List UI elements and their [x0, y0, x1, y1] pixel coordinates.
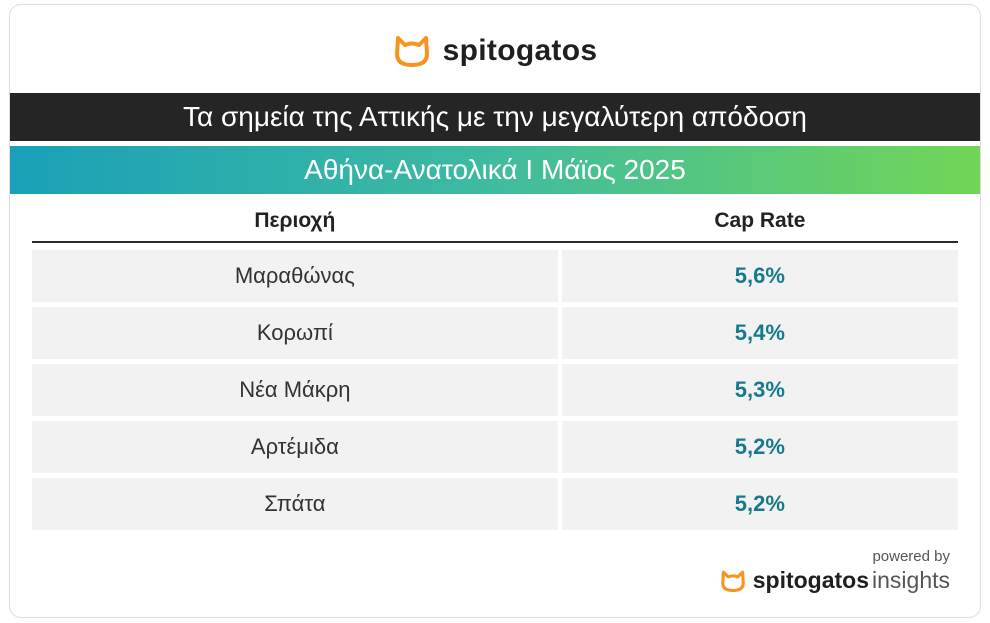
- cat-logo-icon: [720, 570, 745, 592]
- column-header-area: Περιοχή: [254, 209, 336, 232]
- cap-rate-cell: 5,3%: [561, 364, 958, 416]
- infographic-card: spitogatos Τα σημεία της Αττικής με την …: [9, 4, 981, 618]
- area-cell: Σπάτα: [32, 478, 558, 530]
- table-row: Μαραθώνας 5,6%: [32, 250, 958, 302]
- footer-brand-name: spitogatos: [752, 567, 870, 593]
- area-cell: Μαραθώνας: [32, 250, 558, 302]
- chart-subtitle: Αθήνα-Ανατολικά I Μάϊος 2025: [10, 146, 980, 194]
- table-row: Αρτέμιδα 5,2%: [32, 421, 958, 473]
- cap-rate-table: Περιοχή Cap Rate Μαραθώνας 5,6% Κορωπί 5…: [32, 201, 958, 535]
- area-cell: Κορωπί: [32, 307, 558, 359]
- area-cell: Νέα Μάκρη: [32, 364, 558, 416]
- powered-by-label: powered by: [872, 548, 950, 565]
- cap-rate-cell: 5,2%: [561, 478, 958, 530]
- brand-header: spitogatos: [10, 31, 980, 71]
- table-header: Περιοχή Cap Rate: [32, 201, 958, 243]
- brand-name: spitogatos: [442, 34, 598, 67]
- cap-rate-cell: 5,4%: [561, 307, 958, 359]
- cap-rate-cell: 5,6%: [561, 250, 958, 302]
- footer-brand-suffix: insights: [872, 567, 950, 593]
- column-header-cap-rate: Cap Rate: [714, 209, 806, 232]
- table-row: Κορωπί 5,4%: [32, 307, 958, 359]
- area-cell: Αρτέμιδα: [32, 421, 558, 473]
- footer-brand: spitogatos insights: [720, 567, 950, 594]
- chart-title: Τα σημεία της Αττικής με την μεγαλύτερη …: [10, 93, 980, 141]
- cap-rate-cell: 5,2%: [561, 421, 958, 473]
- table-row: Σπάτα 5,2%: [32, 478, 958, 530]
- cat-logo-icon: [394, 36, 429, 67]
- table-body: Μαραθώνας 5,6% Κορωπί 5,4% Νέα Μάκρη 5,3…: [32, 250, 958, 530]
- table-row: Νέα Μάκρη 5,3%: [32, 364, 958, 416]
